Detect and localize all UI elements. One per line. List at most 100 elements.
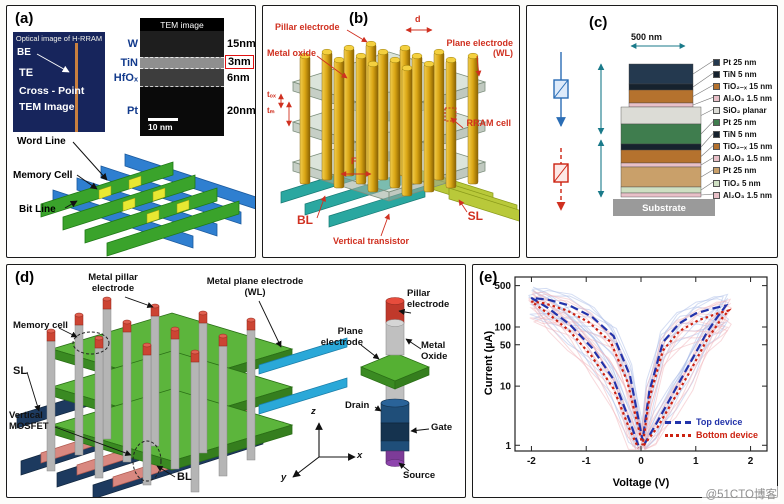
plane-electrode-line1: Plane electrode: [446, 38, 513, 48]
coordinate-axes: [292, 422, 356, 478]
dim-d-label: d: [415, 14, 421, 24]
metal-pillar-electrode-label: Metal pillar electrode: [88, 272, 138, 294]
scalebar-text: 10 nm: [148, 122, 173, 132]
device-wire: [75, 43, 78, 132]
scale-500nm: 500 nm: [631, 32, 663, 42]
drain-label: Drain: [345, 400, 370, 411]
pillar-electrode-label: Pillar electrode: [275, 22, 340, 32]
layer-label-11: Al₂O₃ 1.5 nm: [713, 189, 772, 201]
tem-image-label: TEM Image: [19, 101, 75, 113]
dim-f-label: F: [351, 156, 357, 166]
legend-label-bottom: Bottom device: [696, 430, 759, 440]
material-tin: TiN: [120, 57, 138, 69]
layer-chip: [713, 70, 720, 78]
word-line-label: Word Line: [17, 136, 66, 147]
panel-c: (c) 500 nm Substrate Pt 25 nm TiN 5 nm TiO…: [526, 5, 778, 258]
be-arrow: [36, 53, 70, 73]
layer-chip: [713, 191, 720, 199]
vertical-mosfet-array-schematic: [16, 296, 430, 497]
plane-electrode-label: Plane electrode: [320, 326, 363, 348]
y-axis-label: Current (µA): [483, 330, 495, 396]
tem-band-pt: [140, 87, 224, 136]
layer-chip: [713, 143, 720, 151]
layer-label-0: Pt 25 nm: [713, 56, 756, 68]
thickness-hfox: 6nm: [227, 72, 250, 84]
tem-band-hfox: [140, 69, 224, 87]
optical-image: Optical image of H-RRAM BE TE Cross - Po…: [13, 32, 105, 132]
metal-oxide-label: Metal oxide: [267, 48, 317, 58]
tem-image-title: TEM image: [160, 20, 204, 30]
layer-label-9: Pt 25 nm: [713, 165, 756, 177]
panel-e: (e) -2 -1 0 1 2 1 10 50 100 500 Current (µA) Volt…: [472, 264, 778, 498]
memory-cell-label: Memory cell: [13, 320, 68, 331]
axis-x-label: x: [357, 450, 363, 461]
equivalent-circuit: [553, 52, 605, 211]
layer-chip: [713, 119, 720, 126]
layer-stack-schematic: Substrate: [553, 43, 715, 216]
svg-text:-2: -2: [527, 456, 536, 467]
sl-label: SL: [467, 209, 483, 223]
single-cell-detail: [360, 297, 430, 472]
dim-tox-label: tₒₓ: [267, 90, 276, 99]
svg-text:500: 500: [494, 281, 511, 292]
legend: Top device Bottom device: [665, 417, 758, 443]
watermark: @51CTO博客: [702, 486, 780, 502]
scalebar-line: [148, 118, 178, 121]
panel-d: (d): [6, 264, 466, 498]
layer-label-7: TiO₂₋ₓ 15 nm: [713, 141, 772, 153]
svg-text:Substrate: Substrate: [642, 203, 686, 214]
dim-tm-label: tₘ: [267, 106, 275, 115]
legend-bottom-device: Bottom device: [665, 430, 758, 440]
layer-chip: [713, 94, 720, 102]
memory-cell-label: Memory Cell: [13, 170, 73, 181]
panel-b-label: (b): [349, 10, 369, 27]
rram-cell-label: RRAM cell: [466, 118, 511, 128]
layer-chip: [713, 131, 720, 139]
tem-band-tin: [140, 57, 224, 69]
iv-curve-plot: -2 -1 0 1 2 1 10 50 100 500: [494, 276, 768, 467]
thickness-w: 15nm: [227, 38, 256, 50]
svg-text:-1: -1: [582, 456, 591, 467]
layer-chip: [713, 167, 720, 175]
vertical-rram-schematic: [278, 27, 519, 237]
legend-swatch-top: [665, 420, 691, 424]
legend-label-top: Top device: [696, 417, 743, 427]
panel-e-label: (e): [479, 269, 498, 286]
panel-d-label: (d): [15, 269, 35, 286]
bl-label: BL: [177, 471, 192, 483]
svg-text:100: 100: [494, 322, 511, 333]
vertical-transistor-label: Vertical transistor: [333, 236, 410, 246]
thickness-tin: 3nm: [225, 55, 254, 69]
gate-label: Gate: [431, 422, 453, 433]
material-hfox: HfOₓ: [113, 72, 138, 84]
legend-top-device: Top device: [665, 417, 758, 427]
optical-image-title: Optical image of H-RRAM: [15, 34, 103, 43]
bl-label: BL: [297, 213, 313, 227]
svg-text:0: 0: [638, 456, 644, 467]
svg-text:1: 1: [505, 441, 511, 452]
thickness-pt: 20nm: [227, 105, 256, 117]
metal-oxide-label: Metal Oxide: [421, 340, 448, 362]
plane-electrode-label: Plane electrode (WL): [446, 38, 513, 59]
layer-label-6: TiN 5 nm: [713, 129, 757, 141]
layer-label-3: Al₂O₃ 1.5 nm: [713, 92, 772, 104]
layer-label-1: TiN 5 nm: [713, 68, 757, 80]
panel-b: (b): [262, 5, 520, 258]
vertical-mosfet-label: Vertical MOSFET: [9, 410, 49, 432]
layer-label-10: TiO₂ 5 nm: [713, 177, 761, 189]
pillar-array: [299, 40, 479, 197]
panel-a: (a) Optical image of H-RRAM BE TE Cross …: [6, 5, 256, 258]
cross-point-label: Cross - Point: [19, 85, 85, 97]
pillar-electrode-label: Pillar electrode: [407, 288, 450, 310]
layer-chip: [713, 179, 720, 187]
be-label: BE: [17, 47, 31, 58]
layer-label-5: Pt 25 nm: [713, 117, 756, 129]
tem-scalebar: 10 nm: [148, 118, 178, 132]
x-axis-label: Voltage (V): [612, 477, 670, 489]
crossbar-schematic: [40, 141, 255, 257]
tem-band-w: [140, 31, 224, 57]
svg-text:2: 2: [748, 456, 754, 467]
source-label: Source: [403, 470, 436, 481]
tem-image: TEM image 10 nm: [140, 18, 224, 136]
